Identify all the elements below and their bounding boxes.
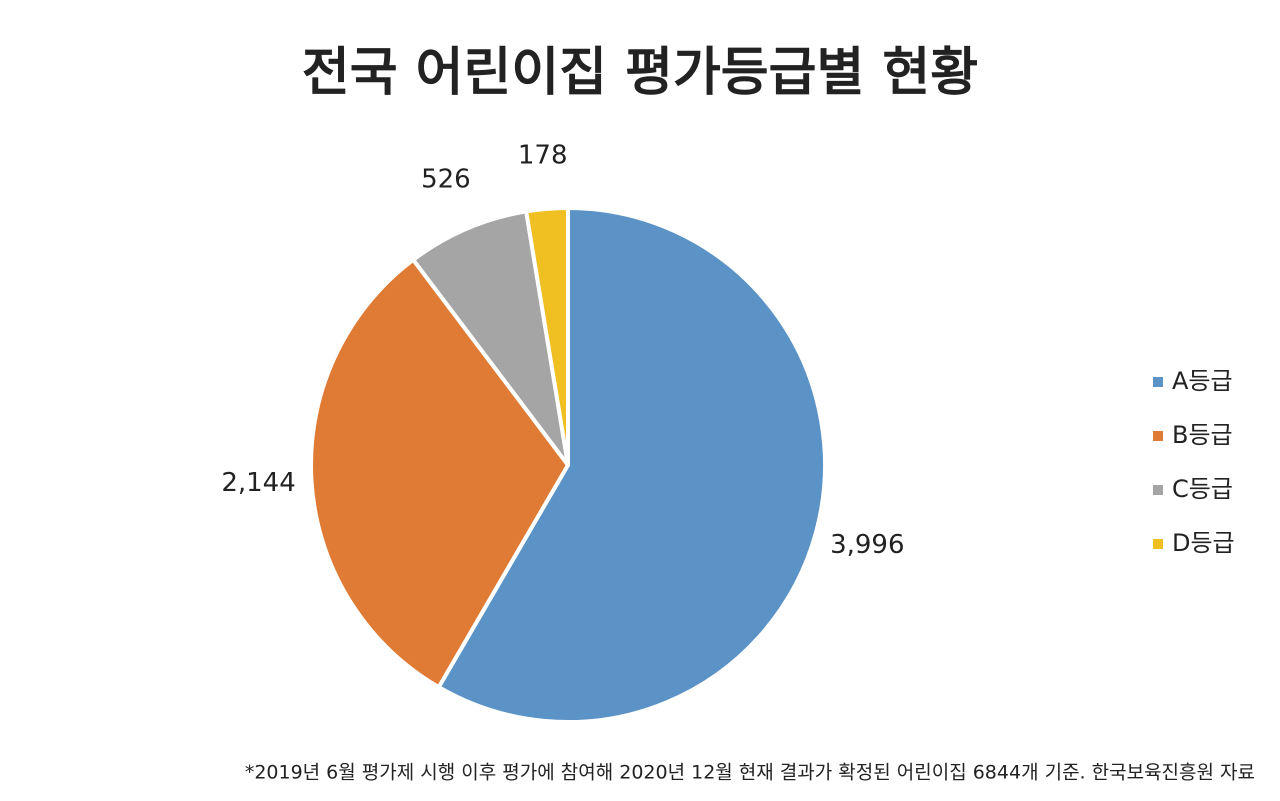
data-label: 178 <box>518 141 568 171</box>
legend-swatch <box>1153 485 1163 495</box>
legend-swatch <box>1153 539 1163 549</box>
legend-label: C등급 <box>1172 475 1233 503</box>
legend-label: D등급 <box>1172 529 1235 557</box>
data-label: 2,144 <box>221 468 295 498</box>
footnote: *2019년 6월 평가제 시행 이후 평가에 참여해 2020년 12월 현재… <box>245 762 1255 784</box>
data-label: 526 <box>421 165 471 195</box>
pie-slice <box>309 257 570 690</box>
pie-slice <box>436 206 827 724</box>
legend-swatch <box>1153 377 1163 387</box>
pie-slice <box>524 206 570 467</box>
legend-label: A등급 <box>1172 367 1233 395</box>
pie-slice <box>411 209 570 467</box>
legend-swatch <box>1153 431 1163 441</box>
legend-label: B등급 <box>1172 421 1233 449</box>
data-label: 3,996 <box>830 530 904 560</box>
chart-title: 전국 어린이집 평가등급별 현황 <box>302 43 978 103</box>
